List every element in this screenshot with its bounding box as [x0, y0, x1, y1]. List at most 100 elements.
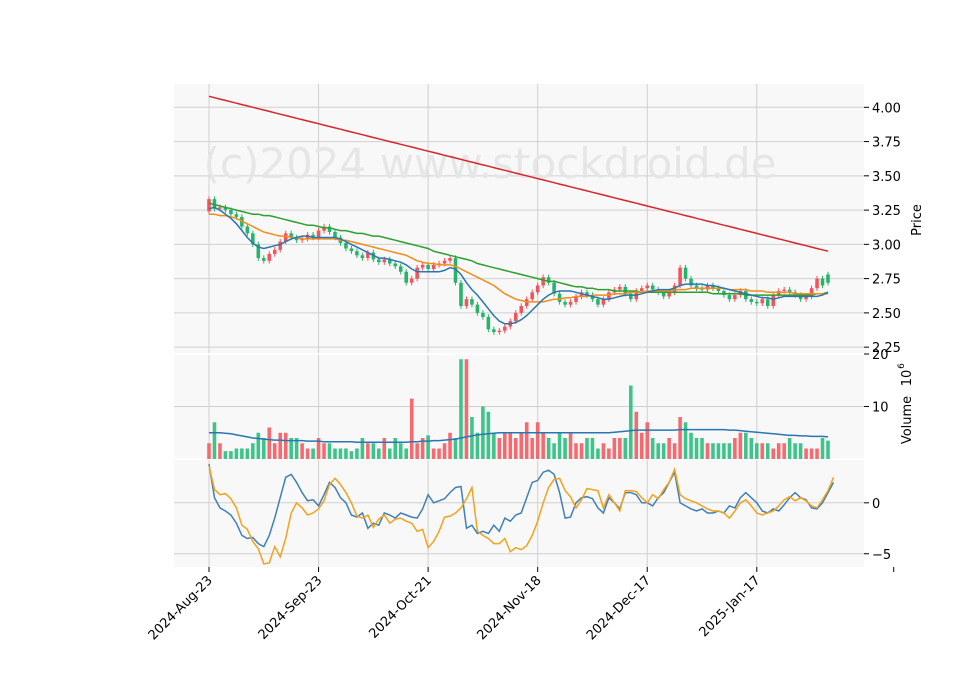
volume-bar [387, 448, 392, 459]
candle-body [278, 241, 282, 250]
candle-body [311, 234, 315, 238]
oscillator-tick-label: −5 [872, 548, 891, 563]
volume-bar [229, 451, 233, 459]
candle-body [782, 289, 786, 291]
candle-body [650, 285, 655, 290]
volume-bar [782, 443, 786, 459]
candle-body [727, 295, 732, 300]
candle-body [464, 299, 469, 307]
x-tick-label: 2024-Aug-23 [146, 573, 216, 643]
price-tick-label: 2.50 [872, 307, 901, 322]
x-tick-label: 2024-Sep-23 [256, 573, 326, 643]
volume-bar [557, 432, 562, 459]
candle-body [420, 264, 425, 268]
volume-bar [322, 443, 326, 459]
candle-body [760, 299, 765, 304]
x-tick-label: 2024-Dec-17 [584, 573, 654, 643]
candle-body [645, 285, 650, 289]
volume-bar [804, 448, 808, 459]
candle-body [815, 278, 819, 289]
candle-body [207, 199, 211, 212]
volume-bar [755, 443, 759, 459]
volume-bar [453, 438, 458, 459]
volume-bar [426, 435, 430, 459]
volume-bar [327, 443, 332, 459]
volume-bar [497, 438, 502, 459]
volume-bar [727, 443, 732, 459]
candle-body [563, 301, 567, 305]
candle-body [294, 237, 299, 241]
volume-bar [338, 448, 343, 459]
candle-body [404, 271, 408, 283]
candle-body [470, 299, 474, 305]
volume-bar [722, 443, 726, 459]
candle-body [333, 232, 337, 238]
volume-bar [207, 443, 211, 459]
candle-body [826, 274, 830, 283]
volume-bar [579, 443, 584, 459]
volume-bar [415, 443, 419, 459]
candle-body [503, 326, 507, 331]
candle-body [574, 296, 578, 302]
candle-body [541, 277, 545, 286]
candle-body [765, 299, 770, 307]
volume-layer [207, 359, 830, 459]
candle-body [442, 260, 447, 264]
volume-bar [793, 443, 797, 459]
candle-body [349, 248, 354, 252]
volume-tick-label: 20 [872, 348, 889, 363]
price-layer [207, 95, 830, 335]
volume-bar [256, 432, 261, 459]
candle-body [497, 330, 502, 333]
candle-body [667, 292, 671, 297]
volume-bar [470, 417, 474, 459]
volume-bar [678, 417, 682, 459]
volume-bar [661, 443, 666, 459]
candle-body [344, 242, 348, 249]
price-tick-label: 3.25 [872, 204, 901, 219]
candle-body [585, 292, 589, 296]
oscillator-tick-label: 0 [872, 497, 880, 512]
volume-bar [711, 443, 715, 459]
volume-tick-label: 10 [872, 401, 889, 416]
watermark: (c)2024 www.stockdroid.de [204, 139, 777, 188]
volume-bar [393, 438, 398, 459]
volume-bar [366, 443, 370, 459]
volume-bar [464, 359, 469, 459]
volume-bar [409, 398, 414, 459]
candle-body [639, 288, 644, 291]
volume-bar [503, 432, 507, 459]
volume-bar [289, 438, 293, 459]
volume-bar [683, 422, 688, 459]
candle-body [755, 301, 759, 304]
volume-bar [634, 411, 639, 459]
volume-bar [541, 432, 545, 459]
volume-bar [481, 406, 485, 459]
volume-bar [568, 432, 573, 459]
candle-body [711, 285, 715, 289]
volume-bar [787, 438, 792, 459]
oscillator-blue-line [208, 463, 835, 548]
candle-body [481, 312, 485, 317]
volume-bar [431, 448, 436, 459]
candle-body [689, 278, 693, 286]
candle-body [393, 263, 398, 267]
volume-bar [283, 432, 288, 459]
volume-bar [607, 448, 611, 459]
volume-bar [333, 448, 337, 459]
volume-bar [251, 443, 255, 459]
candle-body [557, 293, 562, 302]
volume-bar [508, 432, 513, 459]
volume-bar [590, 438, 595, 459]
volume-bar [355, 448, 359, 459]
candle-body [492, 329, 496, 333]
volume-bar [475, 432, 480, 459]
volume-bar [371, 443, 376, 459]
volume-bar [492, 432, 496, 459]
volume-bar [776, 443, 781, 459]
volume-bar [733, 438, 737, 459]
candle-body [749, 299, 754, 302]
candle-body [218, 207, 222, 209]
volume-bar [623, 438, 628, 459]
candle-body [694, 285, 699, 289]
